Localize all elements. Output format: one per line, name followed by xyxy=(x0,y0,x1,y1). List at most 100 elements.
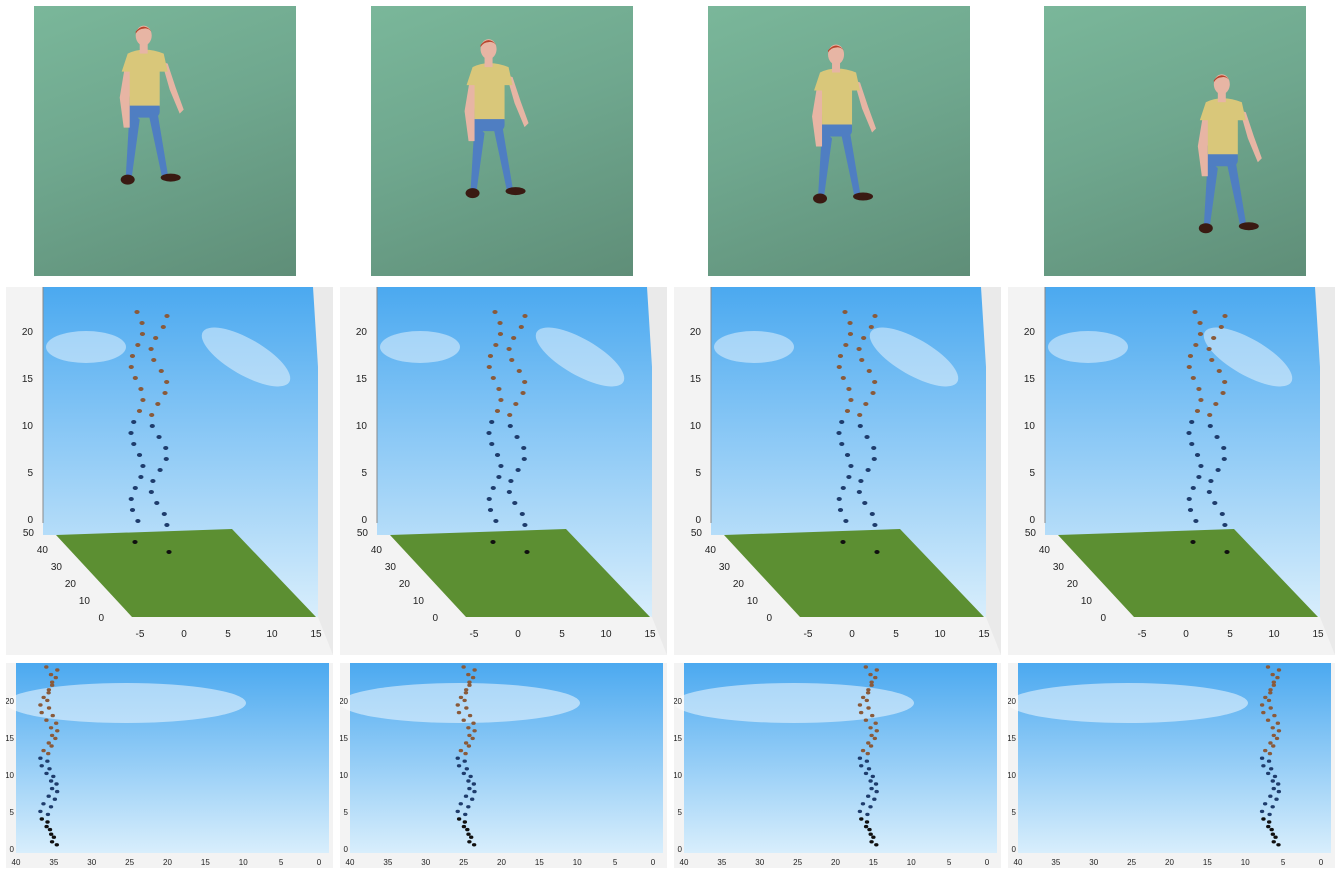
marker-point xyxy=(872,380,877,384)
z-tick-label: 5 xyxy=(1029,468,1035,479)
marker-point xyxy=(465,828,469,831)
marker-point xyxy=(1273,775,1277,778)
x-tick-label: 0 xyxy=(1183,629,1189,640)
marker-point xyxy=(159,369,164,373)
marker-point xyxy=(464,688,468,691)
marker-point xyxy=(1222,380,1227,384)
left-shoe xyxy=(121,175,135,185)
marker-point xyxy=(874,782,878,785)
x-tick-label: 40 xyxy=(346,858,355,867)
marker-point xyxy=(872,523,877,527)
x-tick-label: 40 xyxy=(1014,858,1023,867)
cloud xyxy=(1008,683,1248,723)
avatar-render-frame-1 xyxy=(34,6,296,276)
avatar-figure xyxy=(465,39,529,198)
marker-point xyxy=(874,550,879,554)
marker-point xyxy=(1268,795,1272,798)
marker-point xyxy=(847,321,852,325)
cloud xyxy=(714,331,794,363)
right-leg xyxy=(148,110,168,176)
marker-point xyxy=(50,684,54,687)
marker-point xyxy=(865,468,870,472)
marker-point xyxy=(150,424,155,428)
y-tick-label: 30 xyxy=(385,562,397,573)
y-tick-label: 30 xyxy=(51,562,63,573)
marker-point xyxy=(865,820,869,823)
marker-point xyxy=(845,453,850,457)
y-tick-label: 15 xyxy=(1008,734,1017,743)
marker-point xyxy=(39,711,43,714)
marker-point xyxy=(471,722,475,725)
marker-point xyxy=(1220,391,1225,395)
marker-point xyxy=(52,836,56,839)
y-tick-label: 10 xyxy=(340,771,349,780)
marker-point xyxy=(465,767,469,770)
marker-point xyxy=(864,825,868,828)
marker-point xyxy=(49,726,53,729)
x-tick-label: 5 xyxy=(279,858,284,867)
marker-point xyxy=(1198,398,1203,402)
marker-point xyxy=(864,435,869,439)
marker-point xyxy=(862,501,867,505)
y-tick-label: 10 xyxy=(413,596,425,607)
marker-point xyxy=(1222,457,1227,461)
right-leg xyxy=(840,129,860,195)
marker-point xyxy=(38,757,42,760)
marker-point xyxy=(156,435,161,439)
y-tick-label: 20 xyxy=(340,697,349,706)
marker-point xyxy=(871,446,876,450)
marker-point xyxy=(464,706,468,709)
marker-point xyxy=(865,760,869,763)
marker-point xyxy=(519,325,524,329)
right-shoe xyxy=(1239,222,1259,230)
y-tick-label: 50 xyxy=(357,528,369,539)
y-tick-label: 0 xyxy=(766,613,772,624)
y-tick-label: 0 xyxy=(10,845,15,854)
marker-point xyxy=(1261,817,1265,820)
z-tick-label: 5 xyxy=(361,468,367,479)
marker-point xyxy=(134,310,139,314)
marker-point xyxy=(514,435,519,439)
marker-point xyxy=(857,413,862,417)
marker-point xyxy=(1222,314,1227,318)
marker-point xyxy=(456,757,460,760)
marker-point xyxy=(53,798,57,801)
marker-point xyxy=(470,798,474,801)
z-tick-label: 15 xyxy=(690,374,702,385)
marker-point xyxy=(865,699,869,702)
marker-point xyxy=(1196,387,1201,391)
marker-point xyxy=(151,358,156,362)
marker-point xyxy=(871,836,875,839)
marker-point xyxy=(858,479,863,483)
marker-point xyxy=(1220,512,1225,516)
marker-point xyxy=(1198,464,1203,468)
marker-point xyxy=(1266,665,1270,668)
marker-point xyxy=(1270,673,1274,676)
perspective-plot-frame-1: 0 5 10 15 20 0 10 20 30 40 50 -5 0 5 10 15 xyxy=(6,287,333,655)
marker-point xyxy=(459,802,463,805)
marker-point xyxy=(856,347,861,351)
marker-point xyxy=(1191,376,1196,380)
marker-point xyxy=(1207,490,1212,494)
marker-point xyxy=(457,764,461,767)
marker-point xyxy=(1191,486,1196,490)
marker-point xyxy=(49,779,53,782)
x-tick-label: 15 xyxy=(869,858,878,867)
avatar-figure xyxy=(120,26,184,185)
marker-point xyxy=(469,836,473,839)
marker-point xyxy=(464,691,468,694)
marker-point xyxy=(471,676,475,679)
y-tick-label: 20 xyxy=(674,697,683,706)
marker-point xyxy=(1272,840,1276,843)
x-tick-label: 15 xyxy=(978,629,990,640)
marker-point xyxy=(1267,760,1271,763)
marker-point xyxy=(49,805,53,808)
x-tick-label: 5 xyxy=(1281,858,1286,867)
left-shoe xyxy=(1199,223,1213,233)
perspective-plot-frame-3: 0 5 10 15 20 0 10 20 30 40 50 -5 0 5 10 15 xyxy=(674,287,1001,655)
marker-point xyxy=(521,446,526,450)
x-tick-label: 5 xyxy=(947,858,952,867)
marker-point xyxy=(1260,703,1264,706)
z-tick-label: 10 xyxy=(356,421,368,432)
marker-point xyxy=(1266,719,1270,722)
